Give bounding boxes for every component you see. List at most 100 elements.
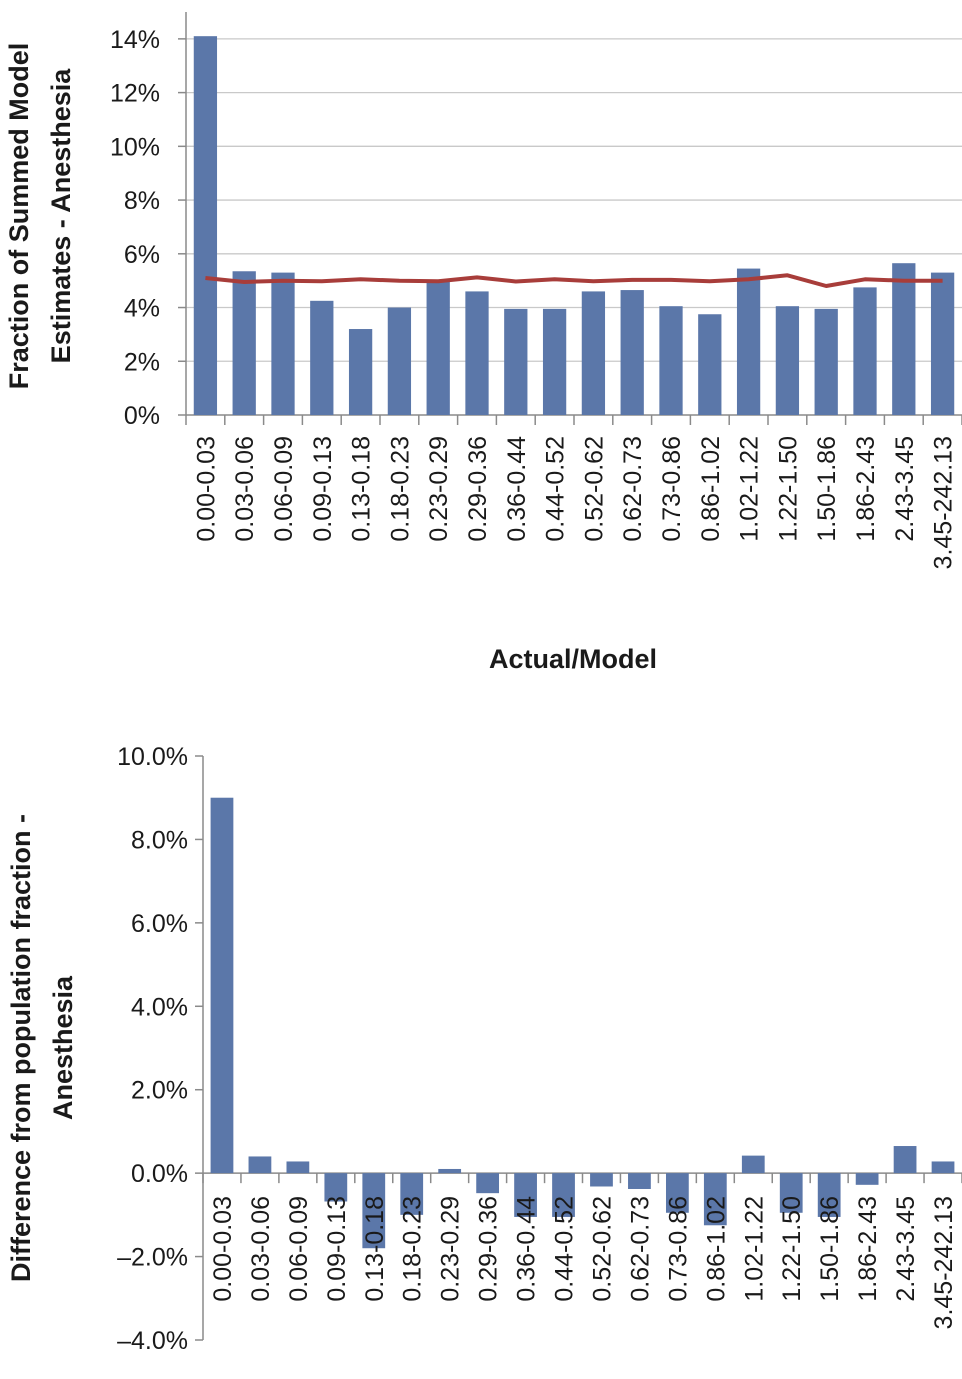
- bar: [400, 1173, 424, 1215]
- bar: [590, 1173, 613, 1187]
- x-tick-label: 3.45-242.13: [930, 1196, 958, 1329]
- line-series: [205, 273, 943, 288]
- x-tick-label: 0.13-0.18: [348, 436, 376, 542]
- y-axis-title: Anesthesia: [48, 975, 78, 1120]
- x-tick-label: 0.52-0.62: [588, 1196, 616, 1302]
- y-tick-label: 8.0%: [131, 826, 188, 854]
- x-tick-label: 0.62-0.73: [626, 1196, 654, 1302]
- bar: [741, 1155, 765, 1174]
- bar: [504, 308, 528, 415]
- bar: [853, 287, 877, 415]
- x-tick-label: 0.36-0.44: [513, 1196, 541, 1302]
- bar: [665, 1173, 689, 1213]
- bar: [348, 329, 373, 415]
- y-tick-label: 2%: [124, 348, 160, 376]
- bar: [814, 308, 838, 415]
- bar: [892, 263, 916, 415]
- x-tick-label: 1.22-1.50: [774, 436, 802, 542]
- y-tick-label: 4.0%: [131, 993, 188, 1021]
- bar: [271, 272, 295, 415]
- top-chart: 0% 2% 4% 6% 8% 10% 12% 14% 0.00-0.03 0.03-0.06 0.0…: [4, 12, 962, 674]
- bar: [779, 1173, 803, 1213]
- bar: [248, 1156, 272, 1174]
- y-tick-label: –2.0%: [117, 1244, 188, 1272]
- bar: [362, 1173, 386, 1249]
- bar: [476, 1173, 500, 1194]
- x-tick-label: 0.73-0.86: [664, 1196, 692, 1302]
- bar: [438, 1168, 462, 1174]
- y-tick-label: 6%: [124, 241, 160, 269]
- x-tick-label: 0.09-0.13: [309, 436, 337, 542]
- x-tick-label: 1.50-1.86: [816, 1196, 844, 1302]
- x-tick-label: 1.86-2.43: [854, 1196, 882, 1302]
- y-tick-label: 4%: [124, 295, 160, 323]
- bar: [310, 300, 334, 415]
- x-tick-label: 0.62-0.73: [619, 436, 647, 542]
- bottom-chart: –4.0% –2.0% 0.0% 2.0% 4.0% 6.0% 8.0% 10.0% 0.00-…: [6, 743, 962, 1355]
- x-tick-label: 0.36-0.44: [503, 436, 531, 542]
- bar: [210, 797, 234, 1174]
- bar: [703, 1173, 727, 1226]
- x-tick-label: 0.52-0.62: [580, 436, 608, 542]
- x-tick-label: 0.44-0.52: [551, 1196, 579, 1302]
- y-tick-label: 2.0%: [131, 1077, 188, 1105]
- x-tick-label: 0.18-0.23: [399, 1196, 427, 1302]
- x-tick-label: 0.86-1.02: [702, 1196, 730, 1302]
- x-tick-label: 1.02-1.22: [740, 1196, 768, 1302]
- y-tick-label: 10.0%: [117, 743, 188, 771]
- x-tick-label: 0.06-0.09: [270, 436, 298, 542]
- y-tick-label: 10%: [110, 133, 160, 161]
- x-tick-label: 3.45-242.13: [930, 436, 958, 569]
- x-tick-label: 1.50-1.86: [813, 436, 841, 542]
- bar: [542, 308, 567, 415]
- x-tick-label: 0.09-0.13: [323, 1196, 351, 1302]
- y-tick-label: 8%: [124, 187, 160, 215]
- bar: [736, 268, 761, 415]
- bar: [514, 1173, 537, 1217]
- bar: [931, 1161, 955, 1174]
- x-tick-label: 0.00-0.03: [192, 436, 220, 542]
- x-axis-title: Actual/Model: [489, 644, 657, 674]
- x-tick-label: 1.22-1.50: [778, 1196, 806, 1302]
- bar: [620, 290, 644, 415]
- bar: [552, 1173, 575, 1217]
- x-tick-label: 0.06-0.09: [285, 1196, 313, 1302]
- bar: [193, 36, 218, 416]
- x-tick-label: 0.29-0.36: [475, 1196, 503, 1302]
- bar: [893, 1146, 917, 1174]
- y-tick-label: 0.0%: [131, 1160, 188, 1188]
- x-tick-label: 0.23-0.29: [437, 1196, 465, 1302]
- x-tick-label: 0.86-1.02: [697, 436, 725, 542]
- x-tick-label: 0.03-0.06: [231, 436, 259, 542]
- y-tick-label: 6.0%: [131, 910, 188, 938]
- bar: [465, 291, 489, 415]
- bar: [232, 271, 256, 415]
- x-tick-label: 0.13-0.18: [361, 1196, 389, 1302]
- x-tick-label: 0.03-0.06: [247, 1196, 275, 1302]
- y-axis-title: Fraction of Summed Model: [4, 43, 34, 390]
- x-tick-label: 0.18-0.23: [386, 436, 414, 542]
- x-tick-label: 0.73-0.86: [658, 436, 686, 542]
- y-axis-title: Difference from population fraction -: [6, 814, 36, 1282]
- bar: [855, 1173, 879, 1185]
- y-axis-title: Estimates - Anesthesia: [46, 68, 76, 364]
- x-tick-label: 0.23-0.29: [425, 436, 453, 542]
- bar: [628, 1173, 651, 1189]
- y-tick-label: 12%: [110, 80, 160, 108]
- x-tick-label: 0.29-0.36: [464, 436, 492, 542]
- bar: [659, 306, 683, 415]
- y-tick-label: 0%: [124, 402, 160, 430]
- bar: [930, 272, 955, 415]
- bar: [426, 280, 450, 415]
- bar: [286, 1161, 310, 1174]
- bar: [817, 1173, 841, 1217]
- x-tick-label: 0.44-0.52: [542, 436, 570, 542]
- bar: [775, 306, 800, 415]
- x-tick-label: 1.86-2.43: [852, 436, 880, 542]
- bar: [581, 291, 606, 415]
- x-tick-label: 1.02-1.22: [736, 436, 764, 542]
- bar: [387, 307, 412, 415]
- y-tick-label: 14%: [110, 26, 160, 54]
- bar: [324, 1173, 348, 1202]
